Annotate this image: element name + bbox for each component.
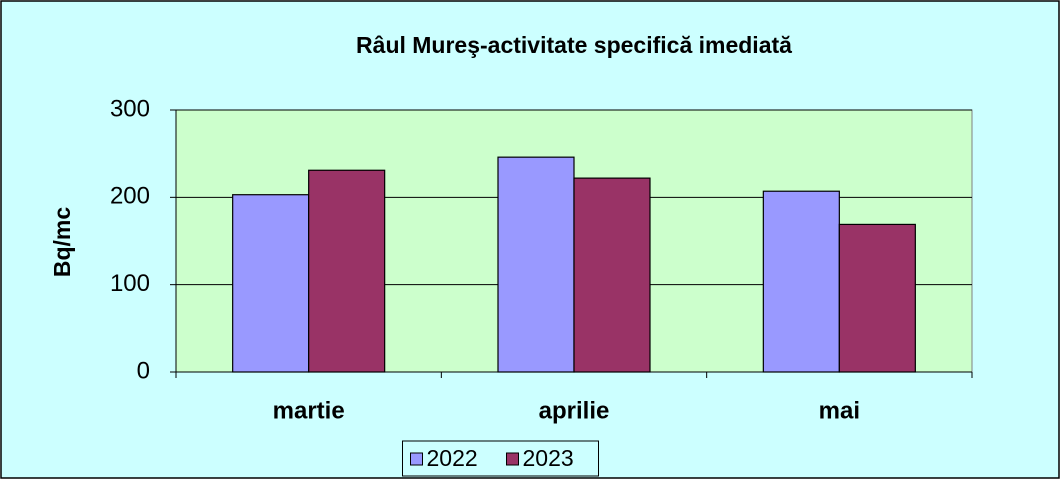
y-tick-label: 300 xyxy=(110,95,150,122)
legend-swatch xyxy=(506,452,519,466)
bar xyxy=(308,169,386,373)
bar xyxy=(838,223,916,373)
bar xyxy=(573,177,651,373)
x-tick-label: aprilie xyxy=(539,397,610,424)
bar xyxy=(762,190,840,373)
legend xyxy=(402,440,599,477)
legend-label: 2023 xyxy=(523,445,574,471)
x-tick-label: mai xyxy=(819,397,860,424)
x-tick-label: martie xyxy=(273,397,345,424)
bar xyxy=(497,156,575,373)
bar xyxy=(232,194,310,373)
y-tick-label: 100 xyxy=(110,270,150,297)
y-tick-label: 0 xyxy=(137,357,150,384)
legend-label: 2022 xyxy=(427,445,478,471)
y-axis-label: Bq/mc xyxy=(49,207,75,278)
chart-title: Râul Mureş-activitate specifică imediată xyxy=(356,32,792,58)
y-tick-label: 200 xyxy=(110,183,150,210)
legend-swatch xyxy=(410,452,423,466)
